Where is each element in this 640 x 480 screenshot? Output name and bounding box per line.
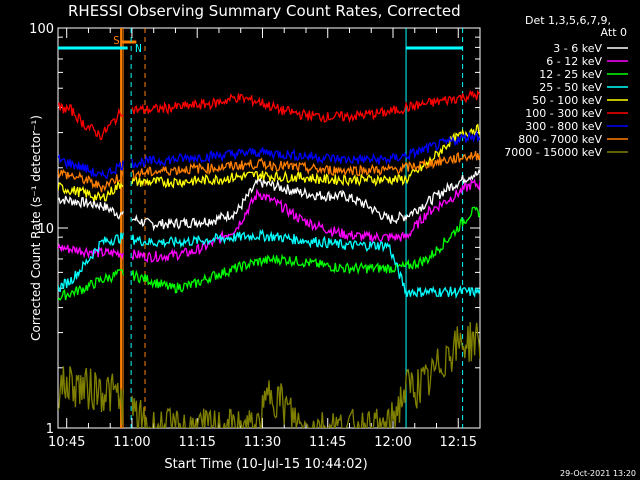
x-tick-label: 11:30 <box>244 435 281 450</box>
x-tick-label: 11:45 <box>309 435 346 450</box>
x-tick-label: 11:00 <box>113 435 150 450</box>
legend-label-8: 7000 - 15000 keV <box>504 146 602 159</box>
x-axis-label: Start Time (10-Jul-15 10:44:02) <box>164 457 367 472</box>
series-line-0 <box>58 168 480 232</box>
series-line-4 <box>58 123 480 202</box>
chart-title: RHESSI Observing Summary Count Rates, Co… <box>68 2 461 20</box>
legend-label-4: 50 - 100 keV <box>532 94 602 107</box>
legend-label-2: 12 - 25 keV <box>539 68 602 81</box>
legend-label-3: 25 - 50 keV <box>539 81 602 94</box>
y-tick-label: 100 <box>29 22 54 37</box>
series-line-5 <box>58 89 480 141</box>
x-tick-label: 12:00 <box>374 435 411 450</box>
y-tick-label: 1 <box>46 422 54 437</box>
legend-header-line-1: Det 1,3,5,6,7,9, <box>525 14 611 27</box>
legend-label-0: 3 - 6 keV <box>553 42 602 55</box>
series-line-1 <box>58 178 480 264</box>
legend-label-5: 100 - 300 keV <box>525 107 602 120</box>
legend-header-line-2: Att 0 <box>601 26 627 39</box>
x-tick-label: 10:45 <box>48 435 85 450</box>
y-axis-label: Corrected Count Rate (s⁻¹ detector⁻¹) <box>29 115 43 341</box>
series-line-8 <box>58 321 480 428</box>
series-line-7 <box>58 150 480 193</box>
series-group <box>58 28 480 428</box>
x-tick-label: 11:15 <box>178 435 215 450</box>
timestamp: 29-Oct-2021 13:20 <box>560 469 636 478</box>
series-line-2 <box>58 206 480 301</box>
plot-area: 1 10 100 10:45 11:00 11:15 11:30 11:45 12:00 12:1… <box>29 22 628 450</box>
night-marker-label: N <box>135 42 142 55</box>
saa-marker-label: S <box>113 34 120 47</box>
legend-label-7: 800 - 7000 keV <box>518 133 602 146</box>
series-line-3 <box>58 228 480 300</box>
legend-label-1: 6 - 12 keV <box>546 55 602 68</box>
legend-label-6: 300 - 800 keV <box>525 120 602 133</box>
series-line-6 <box>58 130 480 180</box>
y-tick-label: 10 <box>37 222 54 237</box>
x-tick-label: 12:15 <box>440 435 477 450</box>
